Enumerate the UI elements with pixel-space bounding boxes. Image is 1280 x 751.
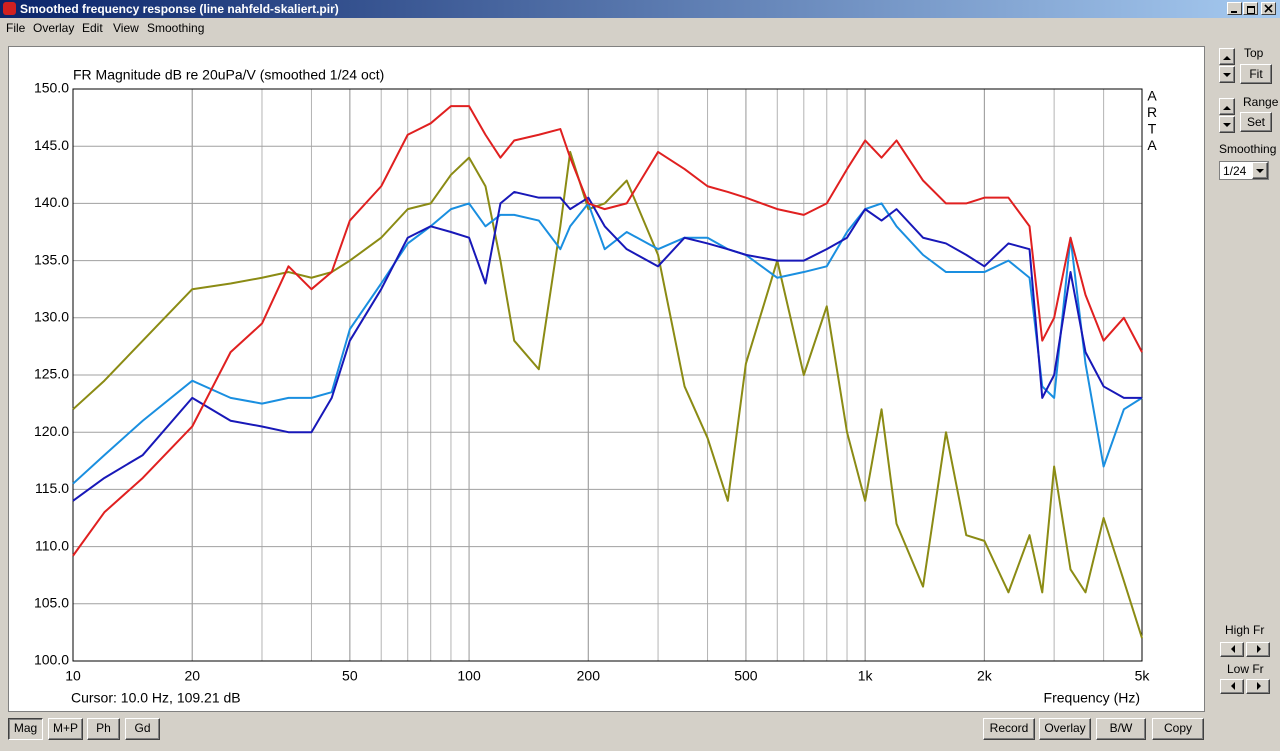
window-title: Smoothed frequency response (line nahfel… <box>20 2 339 16</box>
y-tick-label: 120.0 <box>34 423 69 439</box>
series-line <box>72 202 1143 485</box>
low-fr-right[interactable] <box>1246 679 1270 694</box>
y-tick-label: 145.0 <box>34 137 69 153</box>
series-line <box>72 105 1143 557</box>
gd-button[interactable]: Gd <box>125 718 160 740</box>
overlay-button[interactable]: Overlay <box>1039 718 1091 740</box>
x-tick-label: 2k <box>977 668 993 684</box>
y-tick-label: 105.0 <box>34 595 69 611</box>
x-axis-label: Frequency (Hz) <box>1044 690 1140 706</box>
ph-button[interactable]: Ph <box>87 718 120 740</box>
bw-button[interactable]: B/W <box>1096 718 1146 740</box>
menu-bar: File Overlay Edit View Smoothing <box>0 18 1280 38</box>
top-down-button[interactable] <box>1219 66 1235 83</box>
smoothing-select[interactable]: 1/24 <box>1219 161 1269 180</box>
x-tick-label: 10 <box>65 668 81 684</box>
top-label: Top <box>1244 46 1264 60</box>
menu-item[interactable]: File <box>6 21 26 35</box>
y-tick-label: 150.0 <box>34 80 69 96</box>
watermark-letter: A <box>1147 137 1157 153</box>
y-tick-label: 135.0 <box>34 251 69 267</box>
smoothing-label: Smoothing <box>1219 142 1277 156</box>
fit-button[interactable]: Fit <box>1240 64 1272 84</box>
high-fr-left[interactable] <box>1220 642 1244 657</box>
minimize-button[interactable] <box>1227 2 1242 15</box>
x-tick-label: 200 <box>577 668 601 684</box>
low-fr-label: Low Fr <box>1227 662 1264 676</box>
menu-item[interactable]: Overlay <box>33 21 75 35</box>
range-up-button[interactable] <box>1219 98 1235 115</box>
range-label: Range <box>1243 95 1279 109</box>
high-fr-right[interactable] <box>1246 642 1270 657</box>
y-tick-label: 125.0 <box>34 366 69 382</box>
plot-frame <box>72 88 1143 662</box>
cursor-readout: Cursor: 10.0 Hz, 109.21 dB <box>71 690 241 706</box>
y-tick-label: 115.0 <box>35 480 69 496</box>
series-line <box>72 150 1143 639</box>
set-button[interactable]: Set <box>1240 112 1272 132</box>
y-tick-label: 140.0 <box>34 194 69 210</box>
dropdown-button[interactable] <box>1252 162 1268 179</box>
x-tick-label: 20 <box>184 668 200 684</box>
restore-button[interactable] <box>1243 2 1258 15</box>
mp-button[interactable]: M+P <box>48 718 83 740</box>
chart-title: FR Magnitude dB re 20uPa/V (smoothed 1/2… <box>73 67 384 83</box>
close-icon <box>1264 4 1273 13</box>
range-down-button[interactable] <box>1219 116 1235 133</box>
top-up-button[interactable] <box>1219 48 1235 65</box>
series-line <box>72 190 1142 502</box>
watermark-letter: T <box>1148 121 1157 137</box>
menu-item[interactable]: View <box>113 21 139 35</box>
close-button[interactable] <box>1261 2 1276 15</box>
x-tick-label: 1k <box>858 668 874 684</box>
menu-item[interactable]: Edit <box>82 21 103 35</box>
x-tick-label: 5k <box>1135 668 1151 684</box>
chart: FR Magnitude dB re 20uPa/V (smoothed 1/2… <box>34 67 1157 706</box>
app-icon <box>3 2 16 15</box>
watermark-letter: R <box>1147 104 1157 120</box>
x-tick-label: 100 <box>457 668 481 684</box>
y-tick-label: 100.0 <box>34 652 69 668</box>
y-tick-label: 130.0 <box>34 309 69 325</box>
mag-button[interactable]: Mag <box>8 718 43 740</box>
low-fr-left[interactable] <box>1220 679 1244 694</box>
y-tick-label: 110.0 <box>35 537 69 553</box>
watermark-letter: A <box>1147 88 1157 104</box>
high-fr-label: High Fr <box>1225 623 1265 637</box>
chart-panel: FR Magnitude dB re 20uPa/V (smoothed 1/2… <box>8 46 1205 712</box>
record-button[interactable]: Record <box>983 718 1035 740</box>
x-tick-label: 50 <box>342 668 358 684</box>
title-bar: Smoothed frequency response (line nahfel… <box>0 0 1280 18</box>
copy-button[interactable]: Copy <box>1152 718 1204 740</box>
menu-item[interactable]: Smoothing <box>147 21 205 35</box>
x-tick-label: 500 <box>734 668 758 684</box>
smoothing-value: 1/24 <box>1223 164 1247 178</box>
